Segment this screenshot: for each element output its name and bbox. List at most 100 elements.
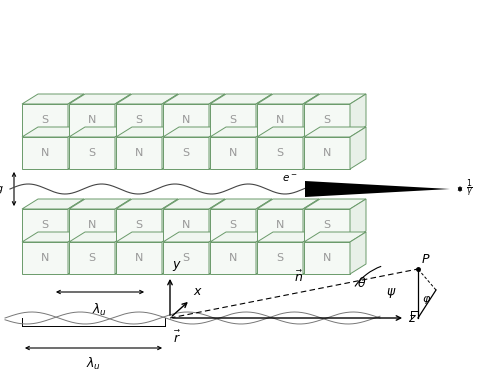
Polygon shape bbox=[350, 94, 366, 136]
Polygon shape bbox=[257, 104, 303, 136]
Polygon shape bbox=[116, 94, 178, 104]
Text: S: S bbox=[276, 148, 283, 158]
Polygon shape bbox=[22, 104, 68, 136]
Polygon shape bbox=[163, 242, 209, 274]
Text: $\lambda_u$: $\lambda_u$ bbox=[92, 302, 108, 318]
Polygon shape bbox=[115, 199, 131, 241]
Polygon shape bbox=[304, 127, 366, 137]
Polygon shape bbox=[303, 199, 319, 241]
Polygon shape bbox=[257, 137, 303, 169]
Polygon shape bbox=[22, 209, 68, 241]
Text: $z$: $z$ bbox=[408, 311, 417, 324]
Polygon shape bbox=[209, 232, 225, 274]
Text: S: S bbox=[324, 115, 330, 125]
Polygon shape bbox=[115, 127, 131, 169]
Polygon shape bbox=[257, 94, 319, 104]
Text: $\vec{n}$: $\vec{n}$ bbox=[294, 270, 304, 285]
Polygon shape bbox=[22, 94, 84, 104]
Text: N: N bbox=[88, 220, 96, 230]
Polygon shape bbox=[210, 127, 272, 137]
Polygon shape bbox=[305, 181, 450, 197]
Text: N: N bbox=[323, 253, 331, 263]
Polygon shape bbox=[304, 242, 350, 274]
Text: $\theta$: $\theta$ bbox=[358, 276, 366, 290]
Polygon shape bbox=[69, 232, 131, 242]
Text: N: N bbox=[323, 148, 331, 158]
Polygon shape bbox=[163, 104, 209, 136]
Polygon shape bbox=[68, 232, 84, 274]
Polygon shape bbox=[257, 242, 303, 274]
Text: $\Delta g$: $\Delta g$ bbox=[0, 182, 4, 196]
Polygon shape bbox=[68, 127, 84, 169]
Polygon shape bbox=[162, 94, 178, 136]
Polygon shape bbox=[162, 232, 178, 274]
Text: S: S bbox=[230, 115, 236, 125]
Polygon shape bbox=[257, 232, 319, 242]
Polygon shape bbox=[350, 199, 366, 241]
Text: N: N bbox=[182, 115, 190, 125]
Text: $\lambda_u$: $\lambda_u$ bbox=[86, 356, 101, 372]
Text: $\varphi$: $\varphi$ bbox=[422, 294, 431, 306]
Polygon shape bbox=[162, 199, 178, 241]
Text: $e^-$: $e^-$ bbox=[282, 173, 298, 184]
Polygon shape bbox=[22, 242, 68, 274]
Text: N: N bbox=[135, 148, 143, 158]
Text: S: S bbox=[42, 220, 48, 230]
Polygon shape bbox=[162, 127, 178, 169]
Polygon shape bbox=[210, 209, 256, 241]
Polygon shape bbox=[209, 94, 225, 136]
Text: $\psi$: $\psi$ bbox=[386, 286, 396, 301]
Polygon shape bbox=[116, 127, 178, 137]
Polygon shape bbox=[69, 242, 115, 274]
Polygon shape bbox=[163, 232, 225, 242]
Polygon shape bbox=[350, 232, 366, 274]
Polygon shape bbox=[69, 199, 131, 209]
Polygon shape bbox=[303, 94, 319, 136]
Polygon shape bbox=[210, 199, 272, 209]
Polygon shape bbox=[116, 199, 178, 209]
Text: S: S bbox=[136, 220, 142, 230]
Polygon shape bbox=[303, 127, 319, 169]
Polygon shape bbox=[163, 127, 225, 137]
Text: S: S bbox=[42, 115, 48, 125]
Text: $x$: $x$ bbox=[193, 285, 203, 298]
Text: N: N bbox=[182, 220, 190, 230]
Text: N: N bbox=[41, 253, 49, 263]
Polygon shape bbox=[210, 242, 256, 274]
Polygon shape bbox=[116, 137, 162, 169]
Polygon shape bbox=[116, 232, 178, 242]
Polygon shape bbox=[210, 104, 256, 136]
Text: S: S bbox=[182, 148, 190, 158]
Polygon shape bbox=[22, 199, 84, 209]
Text: S: S bbox=[88, 253, 96, 263]
Polygon shape bbox=[163, 94, 225, 104]
Text: S: S bbox=[324, 220, 330, 230]
Polygon shape bbox=[69, 137, 115, 169]
Text: N: N bbox=[135, 253, 143, 263]
Text: S: S bbox=[182, 253, 190, 263]
Text: $P$: $P$ bbox=[421, 253, 430, 266]
Text: N: N bbox=[41, 148, 49, 158]
Polygon shape bbox=[115, 94, 131, 136]
Polygon shape bbox=[22, 137, 68, 169]
Text: S: S bbox=[88, 148, 96, 158]
Polygon shape bbox=[68, 94, 84, 136]
Polygon shape bbox=[69, 104, 115, 136]
Polygon shape bbox=[350, 127, 366, 169]
Text: N: N bbox=[229, 148, 237, 158]
Polygon shape bbox=[256, 232, 272, 274]
Text: $y$: $y$ bbox=[172, 259, 182, 273]
Polygon shape bbox=[304, 209, 350, 241]
Polygon shape bbox=[304, 137, 350, 169]
Text: N: N bbox=[88, 115, 96, 125]
Text: S: S bbox=[230, 220, 236, 230]
Text: N: N bbox=[276, 115, 284, 125]
Polygon shape bbox=[303, 232, 319, 274]
Polygon shape bbox=[210, 232, 272, 242]
Polygon shape bbox=[257, 209, 303, 241]
Polygon shape bbox=[256, 199, 272, 241]
Polygon shape bbox=[257, 127, 319, 137]
Polygon shape bbox=[116, 104, 162, 136]
Polygon shape bbox=[257, 199, 319, 209]
Polygon shape bbox=[304, 104, 350, 136]
